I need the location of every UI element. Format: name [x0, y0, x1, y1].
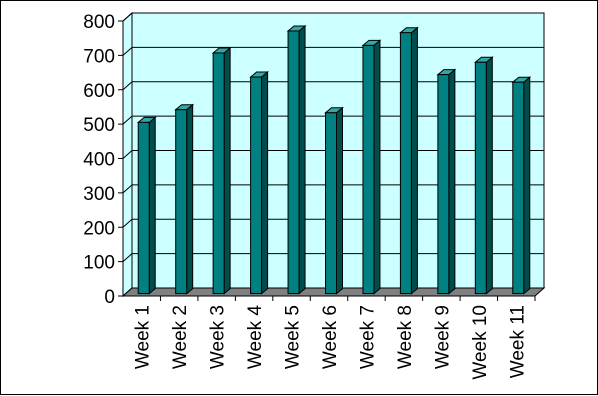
axes: [118, 20, 536, 301]
bar-side-face: [448, 68, 456, 295]
x-tick-label: Week 9: [432, 305, 453, 369]
bar-front-face: [137, 121, 150, 295]
x-tick-label: Week 8: [395, 305, 416, 369]
x-tick-label: Week 11: [507, 305, 528, 378]
bar-side-face: [523, 76, 531, 295]
bar: [211, 46, 232, 295]
y-tick-label: 700: [83, 46, 115, 67]
gridline-side: [122, 253, 133, 262]
gridline-side: [122, 81, 133, 91]
x-tick-label: Week 7: [357, 305, 378, 369]
bar-side-face: [336, 106, 343, 295]
bar: [174, 103, 195, 295]
bar: [399, 26, 419, 295]
y-tick-label: 500: [83, 115, 115, 136]
gridline-side: [122, 184, 133, 194]
bar: [436, 68, 457, 295]
bar-front-face: [437, 74, 450, 295]
y-tick-label: 600: [83, 81, 115, 102]
bar-side-face: [485, 56, 493, 295]
bar-front-face: [362, 44, 375, 295]
bar-front-face: [250, 76, 263, 295]
bar-front-face: [175, 109, 188, 295]
bar: [249, 70, 269, 295]
bar-front-face: [512, 81, 525, 295]
y-tick-label: 800: [83, 12, 115, 33]
x-tick-label: Week 5: [283, 305, 304, 369]
bar-side-face: [261, 70, 269, 295]
y-tick-label: 0: [104, 287, 115, 308]
bar: [286, 24, 307, 295]
gridline-side: [122, 12, 133, 22]
x-axis-tick-labels: Week 1 Week 2 Week 3 Week 4 Week 5 Week 6 Week…: [133, 305, 529, 380]
y-tick-label: 100: [83, 253, 115, 274]
gridline-side: [122, 218, 133, 228]
bar-front-face: [287, 30, 300, 295]
bars: [136, 24, 532, 295]
y-tick-label: 200: [83, 218, 115, 239]
bar-side-face: [148, 116, 156, 295]
gridline-side: [122, 150, 133, 159]
y-axis-tick-labels: 0 100 200 300 400 500 600 700 800: [83, 12, 115, 308]
x-tick-label: Week 1: [133, 305, 154, 369]
x-tick-label: Week 3: [208, 305, 229, 369]
bar: [511, 76, 532, 295]
x-tick-label: Week 6: [320, 305, 341, 369]
bar-side-face: [298, 24, 306, 295]
gridline-side: [122, 115, 133, 125]
bar: [136, 116, 157, 295]
bar-side-face: [410, 26, 418, 295]
bar: [324, 106, 344, 295]
bar: [361, 39, 382, 295]
bar-front-face: [212, 52, 225, 295]
bar-front-face: [399, 32, 412, 295]
x-tick-label: Week 4: [245, 305, 266, 370]
x-tick-label: Week 10: [470, 305, 491, 380]
bar: [473, 56, 494, 295]
bar-front-face: [474, 61, 487, 295]
y-tick-label: 300: [83, 184, 115, 205]
bar-side-face: [186, 103, 194, 295]
gridline-side: [122, 47, 133, 56]
bar-side-face: [223, 46, 231, 295]
bar-side-face: [373, 39, 381, 295]
bar-front-face: [325, 112, 337, 295]
x-tick-label: Week 2: [170, 305, 191, 369]
y-tick-label: 400: [83, 150, 115, 171]
